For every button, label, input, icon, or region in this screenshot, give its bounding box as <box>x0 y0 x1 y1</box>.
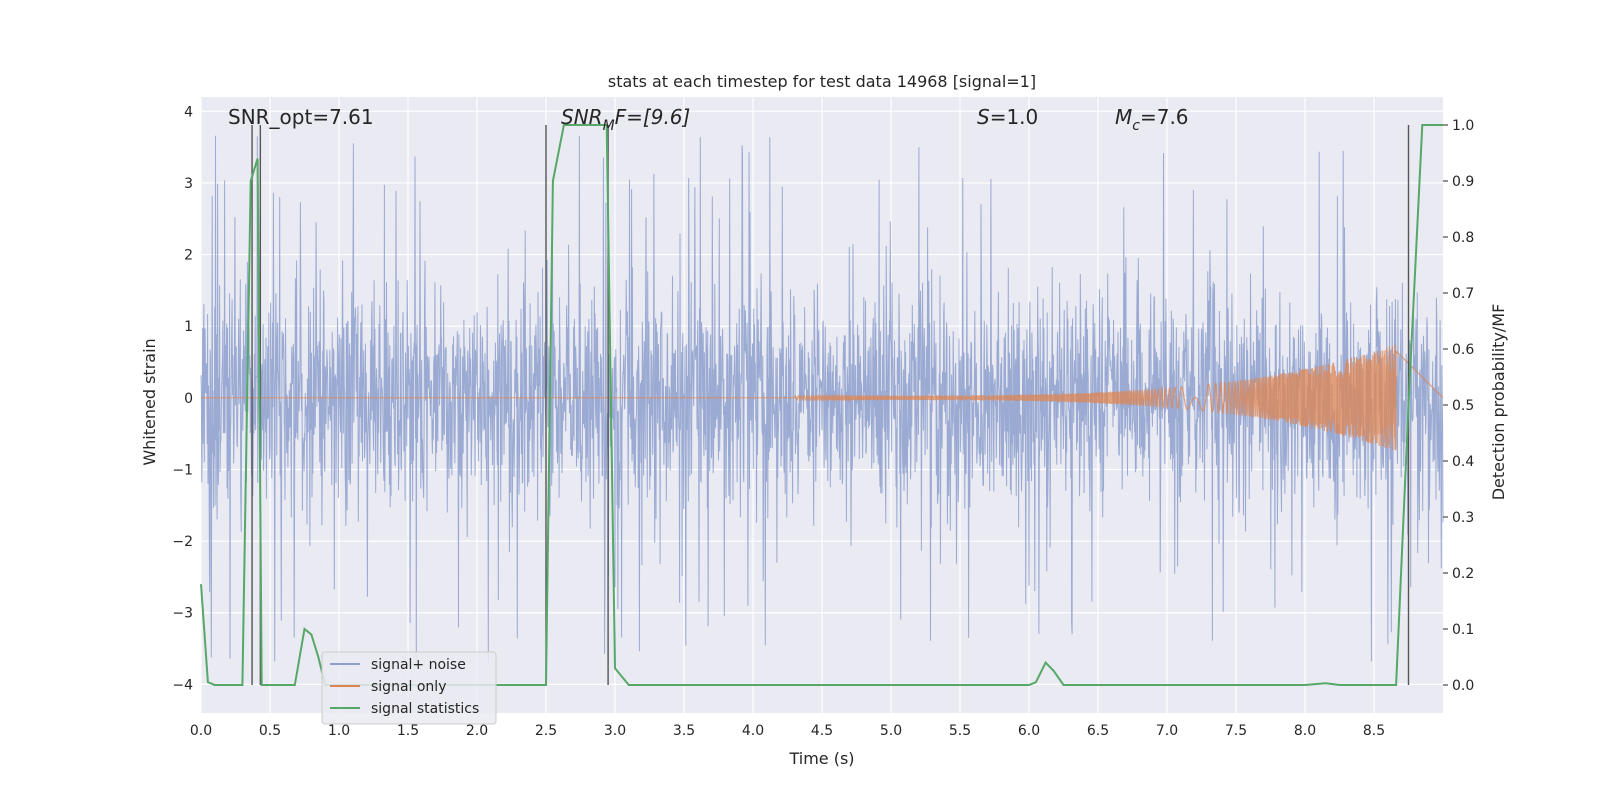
chart-title: stats at each timestep for test data 149… <box>608 72 1036 91</box>
y-right-tick-label: 0.4 <box>1452 454 1474 470</box>
legend-label-signal-noise: signal+ noise <box>371 657 466 673</box>
annotation-mc-symbol: M <box>1115 105 1132 129</box>
y-right-tick-label: 0.6 <box>1452 342 1474 358</box>
y-left-tick-label: 0 <box>184 391 193 407</box>
x-tick-label: 8.5 <box>1363 723 1385 739</box>
x-tick-label: 6.0 <box>1018 723 1040 739</box>
annotation-snr-mf-base: SNR <box>561 105 603 129</box>
series-signal-noise <box>200 135 1444 663</box>
x-tick-label: 2.0 <box>466 723 488 739</box>
annotation-snr-mf-rest: F=[9.6] <box>615 105 691 129</box>
annotation-s: S=1.0 <box>977 105 1038 129</box>
y-left-tick-label: −2 <box>172 534 193 550</box>
y-right-tick-label: 0.7 <box>1452 286 1474 302</box>
y-right-tick-label: 0.8 <box>1452 230 1474 246</box>
annotation-snr-mf-sub: M <box>603 118 615 134</box>
y-left-tick-label: −4 <box>172 677 193 693</box>
legend-label-signal-only: signal only <box>371 679 446 695</box>
y-left-tick-label: 1 <box>184 319 193 335</box>
legend-box <box>321 651 497 725</box>
x-tick-label: 2.5 <box>535 723 557 739</box>
x-tick-label: 4.0 <box>742 723 764 739</box>
annotation-snr-opt: SNR_opt=7.61 <box>228 105 374 129</box>
x-tick-label: 8.0 <box>1294 723 1316 739</box>
legend-label-signal-statistics: signal statistics <box>371 701 479 717</box>
annotation-mc-value: =7.6 <box>1140 105 1189 129</box>
y-left-tick-label: 2 <box>184 248 193 264</box>
y-right-tick-label: 0.1 <box>1452 622 1474 638</box>
series-signal-statistics <box>200 124 1443 686</box>
x-tick-label: 3.0 <box>604 723 626 739</box>
x-tick-label: 7.0 <box>1156 723 1178 739</box>
x-tick-label: 5.0 <box>880 723 902 739</box>
y-axis-right-label: Detection probability/MF <box>1489 304 1508 501</box>
x-tick-label: 5.5 <box>949 723 971 739</box>
annotation-mc-sub: c <box>1132 118 1140 134</box>
annotation-snr-mf: SNRMF=[9.6] <box>561 105 690 134</box>
annotation-s-symbol: S <box>977 105 990 129</box>
x-tick-label: 3.5 <box>673 723 695 739</box>
y-left-tick-label: −1 <box>172 462 193 478</box>
y-right-tick-label: 0.3 <box>1452 510 1474 526</box>
annotation-mc: Mc=7.6 <box>1115 105 1189 134</box>
y-right-tick-label: 0.9 <box>1452 174 1474 190</box>
y-axis-left-label: Whitened strain <box>140 338 159 465</box>
series-signal-only <box>201 344 1444 451</box>
x-tick-label: 0.5 <box>259 723 281 739</box>
x-tick-label: 0.0 <box>190 723 212 739</box>
legend: signal+ noise signal only signal statist… <box>321 651 497 725</box>
y-left-tick-label: 4 <box>184 104 193 120</box>
x-tick-label: 1.0 <box>328 723 350 739</box>
y-right-tick-label: 0.5 <box>1452 398 1474 414</box>
annotation-s-value: =1.0 <box>990 105 1039 129</box>
y-right-tick-label: 0.0 <box>1452 678 1474 694</box>
x-tick-label: 6.5 <box>1087 723 1109 739</box>
x-tick-label: 4.5 <box>811 723 833 739</box>
y-right-tick-label: 1.0 <box>1452 118 1474 134</box>
x-tick-label: 1.5 <box>397 723 419 739</box>
y-left-tick-label: 3 <box>184 176 193 192</box>
x-tick-label: 7.5 <box>1225 723 1247 739</box>
y-left-tick-label: −3 <box>172 606 193 622</box>
y-right-tick-label: 0.2 <box>1452 566 1474 582</box>
x-axis-label: Time (s) <box>788 749 854 768</box>
